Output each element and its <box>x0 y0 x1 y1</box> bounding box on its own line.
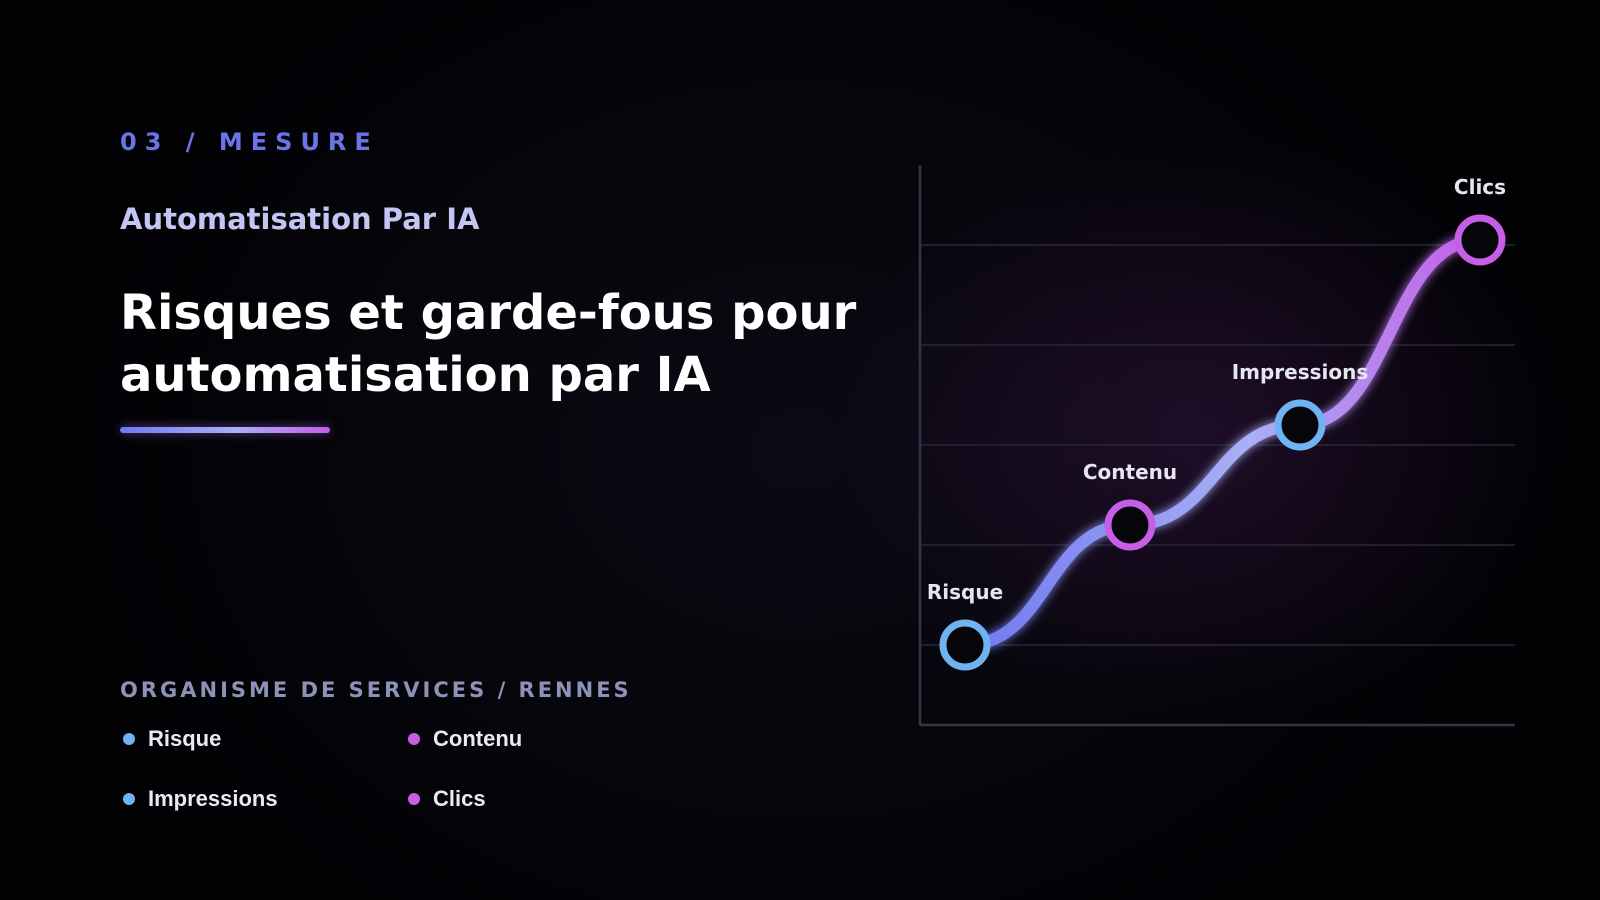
legend-dot <box>408 733 420 745</box>
series-line <box>959 234 1486 651</box>
legend-item-risque: Risque <box>120 726 405 752</box>
data-point-label: Risque <box>927 580 1003 604</box>
data-point-marker <box>1104 499 1156 551</box>
data-point-label: Impressions <box>1232 360 1369 384</box>
legend-item-impressions: Impressions <box>120 786 405 812</box>
legend-label: Risque <box>148 726 222 751</box>
data-point-label: Contenu <box>1083 460 1177 484</box>
data-point-label: Clics <box>1454 175 1506 199</box>
legend-dot <box>123 733 135 745</box>
data-point-marker <box>1274 399 1326 451</box>
data-points <box>939 214 1506 671</box>
series-line-group <box>959 234 1486 651</box>
section-eyebrow: 03 / MESURE <box>120 128 379 156</box>
legend-label: Impressions <box>148 786 278 811</box>
legend-item-clics: Clics <box>405 786 680 812</box>
legend: Risque Contenu Impressions Clics <box>120 726 680 812</box>
slide-title: Risques et garde-fous pour automatisatio… <box>120 285 857 403</box>
title-accent-bar <box>120 427 330 433</box>
legend-dot <box>123 793 135 805</box>
slide-subtitle: Automatisation Par IA <box>120 202 480 236</box>
data-point-marker <box>1454 214 1506 266</box>
data-point-marker <box>939 619 991 671</box>
grid-lines <box>920 244 1515 646</box>
legend-label: Clics <box>433 786 486 811</box>
legend-label: Contenu <box>433 726 523 751</box>
data-labels: Risque Contenu Impressions Clics <box>927 175 1506 604</box>
chart-axes <box>918 165 1515 727</box>
legend-dot <box>408 793 420 805</box>
legend-item-contenu: Contenu <box>405 726 680 752</box>
organization-label: ORGANISME DE SERVICES / RENNES <box>120 678 632 702</box>
